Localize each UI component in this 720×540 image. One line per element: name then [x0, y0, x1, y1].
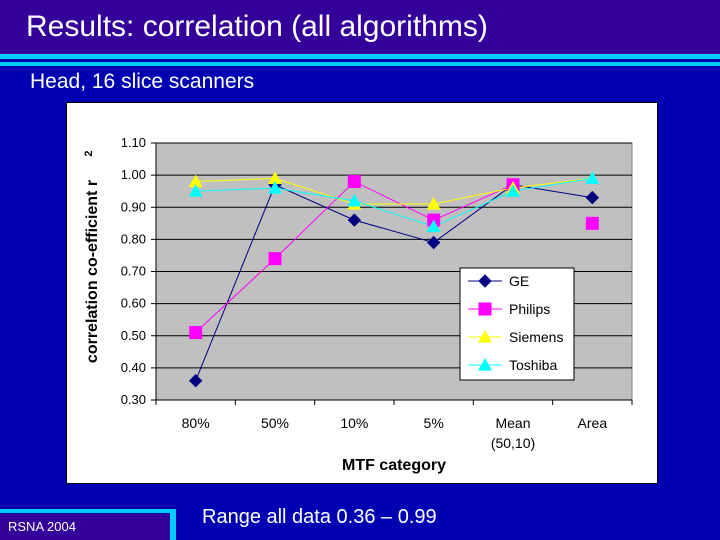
data-point-siemens — [188, 174, 203, 188]
data-point-philips — [268, 252, 282, 266]
x-tick-label: Area — [578, 415, 608, 431]
y-tick-label: 1.00 — [121, 167, 146, 182]
data-point-ge — [347, 213, 362, 227]
data-point-toshiba — [426, 219, 441, 233]
series-line-siemens — [195, 177, 593, 205]
chart-panel: 0.30 0.40 0.50 0.60 0.70 0.80 0.90 1.00 1.10 80% 5… — [66, 102, 658, 484]
y-axis-title-superscript: 2 — [83, 150, 95, 156]
data-point-siemens — [426, 197, 441, 210]
data-point-philips — [189, 326, 203, 340]
y-tick-label: 0.90 — [121, 199, 146, 214]
x-tick-label: 80% — [182, 415, 210, 431]
legend-label-toshiba: Toshiba — [509, 357, 557, 373]
y-tick-label: 0.50 — [121, 328, 146, 343]
data-point-toshiba — [506, 184, 520, 197]
data-point-philips — [585, 216, 599, 230]
legend-box — [459, 267, 575, 381]
data-point-toshiba — [268, 180, 282, 194]
y-tick-label: 0.40 — [121, 360, 146, 375]
series-line-toshiba — [195, 177, 593, 228]
y-tick-label: 0.60 — [121, 296, 146, 311]
correlation-chart: 0.30 0.40 0.50 0.60 0.70 0.80 0.90 1.00 1.10 80% 5… — [83, 135, 633, 474]
x-tick-label: 10% — [340, 415, 368, 431]
slide-subtitle: Head, 16 slice scanners — [30, 70, 255, 93]
stripe-gap — [0, 59, 720, 62]
legend-marker-siemens — [478, 330, 492, 343]
x-tick-label: 5% — [424, 415, 444, 431]
data-point-toshiba — [188, 184, 203, 197]
data-point-toshiba — [347, 193, 362, 207]
legend-marker-ge — [478, 274, 492, 288]
footer-accent-side — [170, 509, 176, 540]
y-tick-label: 0.80 — [121, 231, 146, 246]
x-tick-label: 50% — [261, 415, 289, 431]
y-tick-label: 0.70 — [121, 264, 146, 279]
y-tick-label: 0.30 — [121, 392, 146, 407]
accent-stripe-lower — [0, 62, 720, 66]
y-tick-label: 1.10 — [121, 135, 146, 150]
x-tick-label-line2: (50,10) — [491, 435, 535, 451]
x-axis-title: MTF category — [342, 457, 446, 474]
legend-marker-toshiba — [478, 358, 492, 371]
legend-label-philips: Philips — [509, 301, 550, 317]
footer-bar — [0, 514, 170, 540]
data-point-ge — [188, 374, 203, 388]
footer-accent — [0, 509, 176, 513]
data-point-ge — [585, 190, 600, 205]
x-tick-label: Mean — [495, 415, 530, 431]
footer-label: RSNA 2004 — [8, 519, 76, 534]
legend-label-siemens: Siemens — [509, 329, 563, 345]
data-point-ge — [426, 235, 441, 250]
legend-label-ge: GE — [509, 273, 529, 289]
data-point-siemens — [268, 171, 282, 184]
series-line-ge — [195, 184, 593, 381]
slide-title: Results: correlation (all algorithms) — [26, 10, 488, 43]
data-point-philips — [347, 175, 361, 189]
title-bar — [0, 0, 720, 54]
y-axis-title: correlation co-efficient r — [84, 180, 101, 363]
legend-marker-philips — [478, 302, 492, 316]
range-note: Range all data 0.36 – 0.99 — [202, 506, 437, 528]
data-point-toshiba — [585, 171, 600, 184]
accent-stripe — [0, 54, 720, 59]
